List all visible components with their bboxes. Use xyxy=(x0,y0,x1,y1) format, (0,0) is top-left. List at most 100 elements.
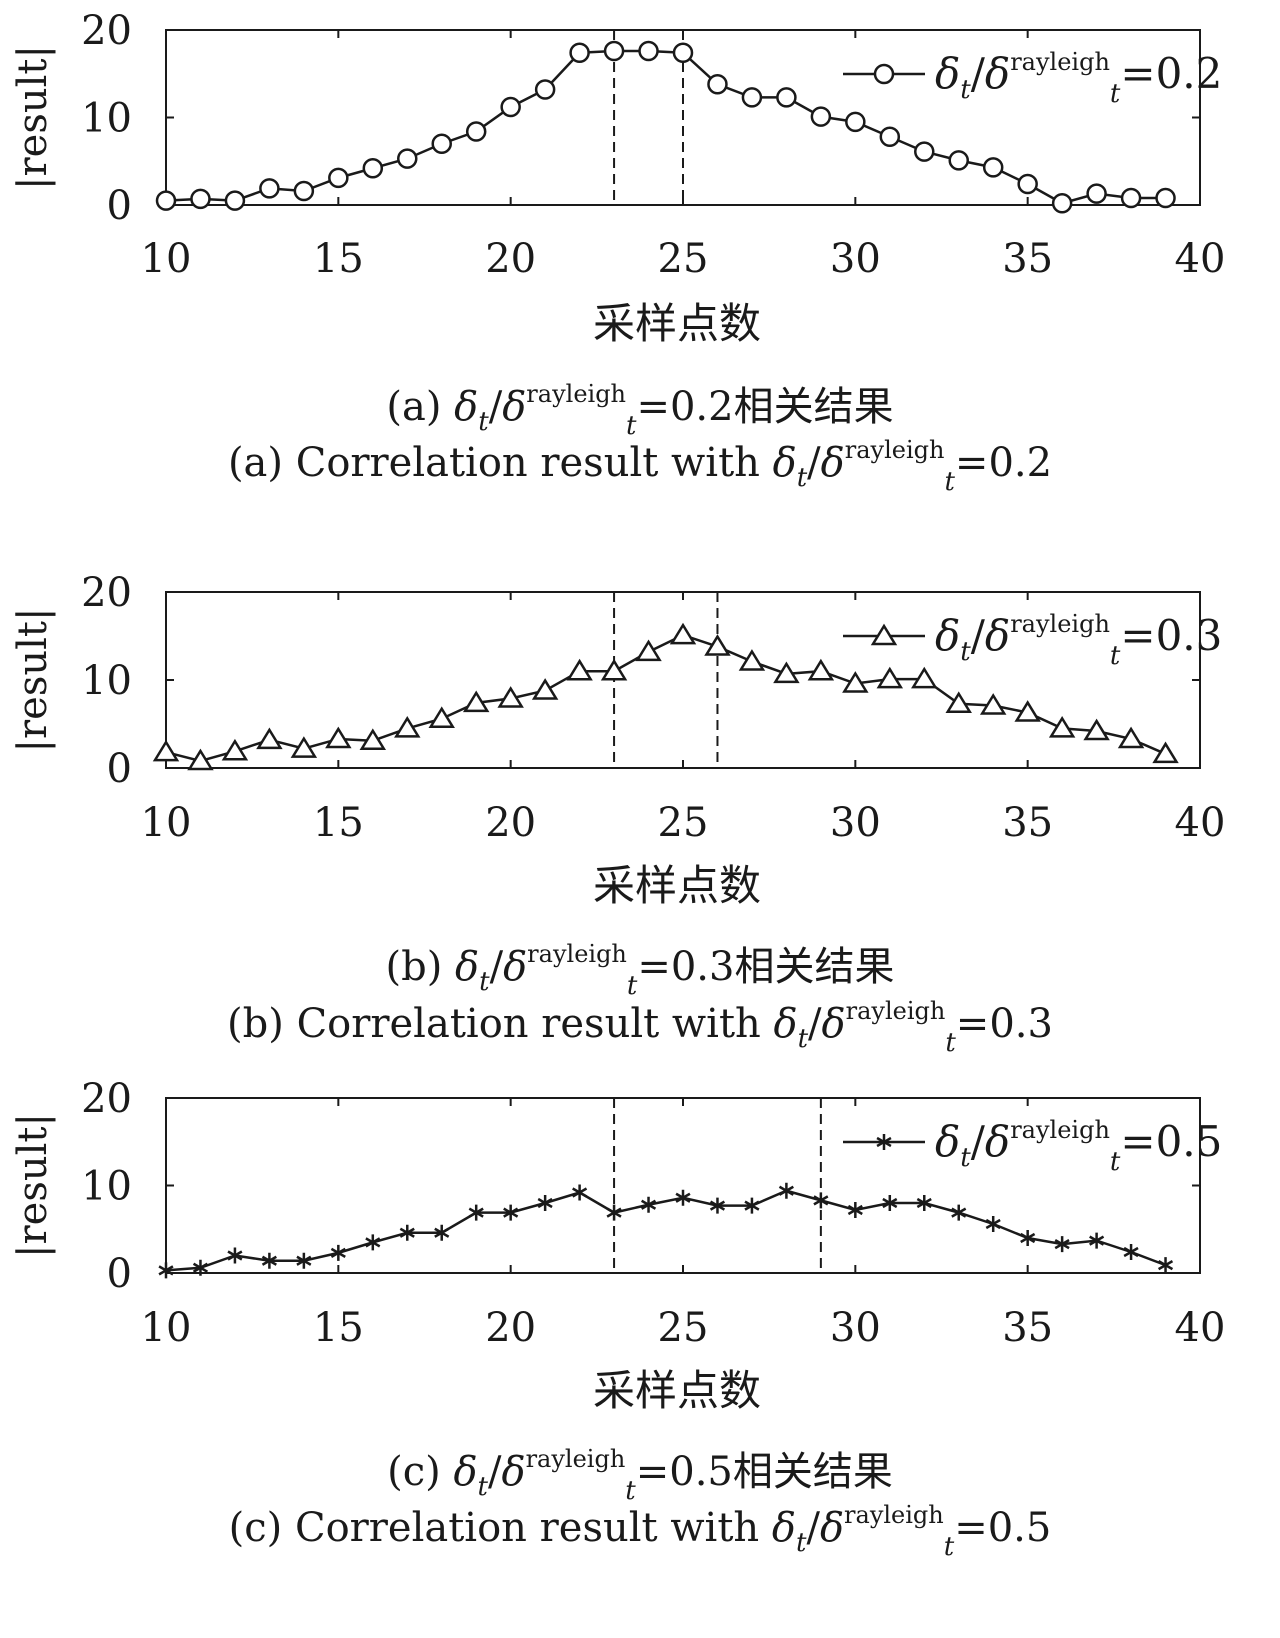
star-stroke xyxy=(365,1237,381,1248)
data-point xyxy=(914,141,935,162)
data-point xyxy=(462,690,490,713)
series-line xyxy=(165,1189,1166,1272)
math-symbol: δ xyxy=(985,49,1010,98)
y-axis-label: |result| xyxy=(10,1113,56,1258)
data-point xyxy=(155,190,177,211)
caption-english: (c) Correlation result with δt/δrayleigh… xyxy=(229,1501,1052,1562)
x-tick-label: 15 xyxy=(313,1305,364,1351)
data-point xyxy=(669,622,697,645)
data-point xyxy=(979,693,1007,715)
star-stroke xyxy=(876,1136,892,1148)
math-subscript: t xyxy=(796,1528,807,1558)
math-subscript: t xyxy=(797,463,808,493)
math-subscript: t xyxy=(944,1532,955,1562)
caption-prefix: (b) Correlation result with xyxy=(227,1001,773,1047)
math-subscript: t xyxy=(960,637,971,667)
math-slash: / xyxy=(807,440,821,486)
data-point xyxy=(259,178,280,199)
data-point xyxy=(397,148,418,169)
data-point xyxy=(704,634,731,656)
math-equals-value: =0.5相关结果 xyxy=(636,1449,893,1495)
data-point xyxy=(227,1247,243,1264)
data-point xyxy=(1054,1236,1070,1253)
y-tick-label: 20 xyxy=(81,1076,132,1122)
x-tick-label: 25 xyxy=(658,1305,709,1351)
data-point xyxy=(876,666,904,689)
data-point xyxy=(1051,193,1073,214)
star-stroke xyxy=(158,1265,174,1276)
data-point xyxy=(776,87,797,108)
data-point xyxy=(945,691,972,714)
y-axis-label: |result| xyxy=(10,45,56,190)
caption-prefix: (c) xyxy=(387,1449,453,1495)
star-stroke xyxy=(675,1192,691,1203)
math-symbol: δ xyxy=(935,49,960,98)
math-symbol: δ xyxy=(772,1505,796,1551)
caption-english: (a) Correlation result with δt/δrayleigh… xyxy=(228,436,1052,497)
math-superscript: rayleigh xyxy=(845,436,945,464)
x-tick-label: 25 xyxy=(658,236,709,282)
data-point xyxy=(330,1244,346,1261)
star-stroke xyxy=(916,1197,932,1209)
caption-chinese: (a) δt/δrayleight=0.2相关结果 xyxy=(386,380,893,441)
math-subscript: t xyxy=(798,1024,809,1054)
data-point xyxy=(365,1234,381,1251)
math-symbol: δ xyxy=(820,1505,844,1551)
data-point xyxy=(399,1224,415,1241)
math-equals-value: =0.2相关结果 xyxy=(636,384,893,430)
math-subscript: t xyxy=(945,1028,956,1058)
data-point xyxy=(192,1259,209,1276)
data-point xyxy=(152,739,180,762)
data-point xyxy=(328,167,349,189)
math-subscript: t xyxy=(1110,79,1121,109)
x-tick-label: 20 xyxy=(485,800,536,846)
y-tick-label: 10 xyxy=(81,1164,132,1210)
star-stroke xyxy=(192,1262,209,1273)
data-point xyxy=(296,1252,312,1269)
data-point xyxy=(566,658,593,681)
y-tick-label: 20 xyxy=(81,8,132,54)
data-point xyxy=(1089,1232,1105,1249)
data-point xyxy=(261,1252,277,1269)
data-point xyxy=(672,42,694,63)
star-stroke xyxy=(330,1247,346,1258)
data-point xyxy=(778,1182,794,1199)
math-equals-value: =0.5 xyxy=(1120,1117,1222,1166)
data-point xyxy=(497,686,524,708)
star-stroke xyxy=(537,1197,553,1209)
math-symbol: δ xyxy=(985,1117,1010,1166)
x-tick-label: 10 xyxy=(141,800,192,846)
x-tick-label: 40 xyxy=(1175,236,1226,282)
math-superscript: rayleigh xyxy=(1010,1116,1110,1144)
math-superscript: rayleigh xyxy=(1010,610,1110,638)
data-point xyxy=(1117,726,1145,749)
data-point xyxy=(675,1189,691,1206)
data-point xyxy=(640,1196,657,1213)
math-equals-value: =0.3 xyxy=(1120,611,1222,660)
math-symbol: δ xyxy=(503,944,527,990)
data-point xyxy=(1017,173,1038,195)
math-subscript: t xyxy=(478,1472,489,1502)
math-subscript: t xyxy=(1110,1147,1121,1177)
math-subscript: t xyxy=(1110,641,1121,671)
star-stroke xyxy=(503,1207,519,1218)
legend: δt/δrayleight=0.5 xyxy=(843,1116,1222,1177)
x-tick-label: 35 xyxy=(1002,236,1053,282)
star-stroke xyxy=(847,1204,863,1216)
data-point xyxy=(635,639,662,662)
caption-prefix: (b) xyxy=(386,944,456,990)
star-stroke xyxy=(572,1187,588,1198)
star-stroke xyxy=(1054,1239,1070,1250)
star-stroke xyxy=(1020,1232,1036,1244)
math-superscript: rayleigh xyxy=(1010,48,1110,76)
data-point xyxy=(948,150,969,171)
star-stroke xyxy=(468,1207,484,1218)
math-symbol: δ xyxy=(455,944,479,990)
math-equals-value: =0.5 xyxy=(954,1505,1051,1551)
star-stroke xyxy=(1157,1260,1174,1271)
math-symbol: δ xyxy=(502,384,526,430)
data-point xyxy=(982,157,1004,178)
data-point xyxy=(187,748,214,771)
data-point xyxy=(638,40,659,62)
